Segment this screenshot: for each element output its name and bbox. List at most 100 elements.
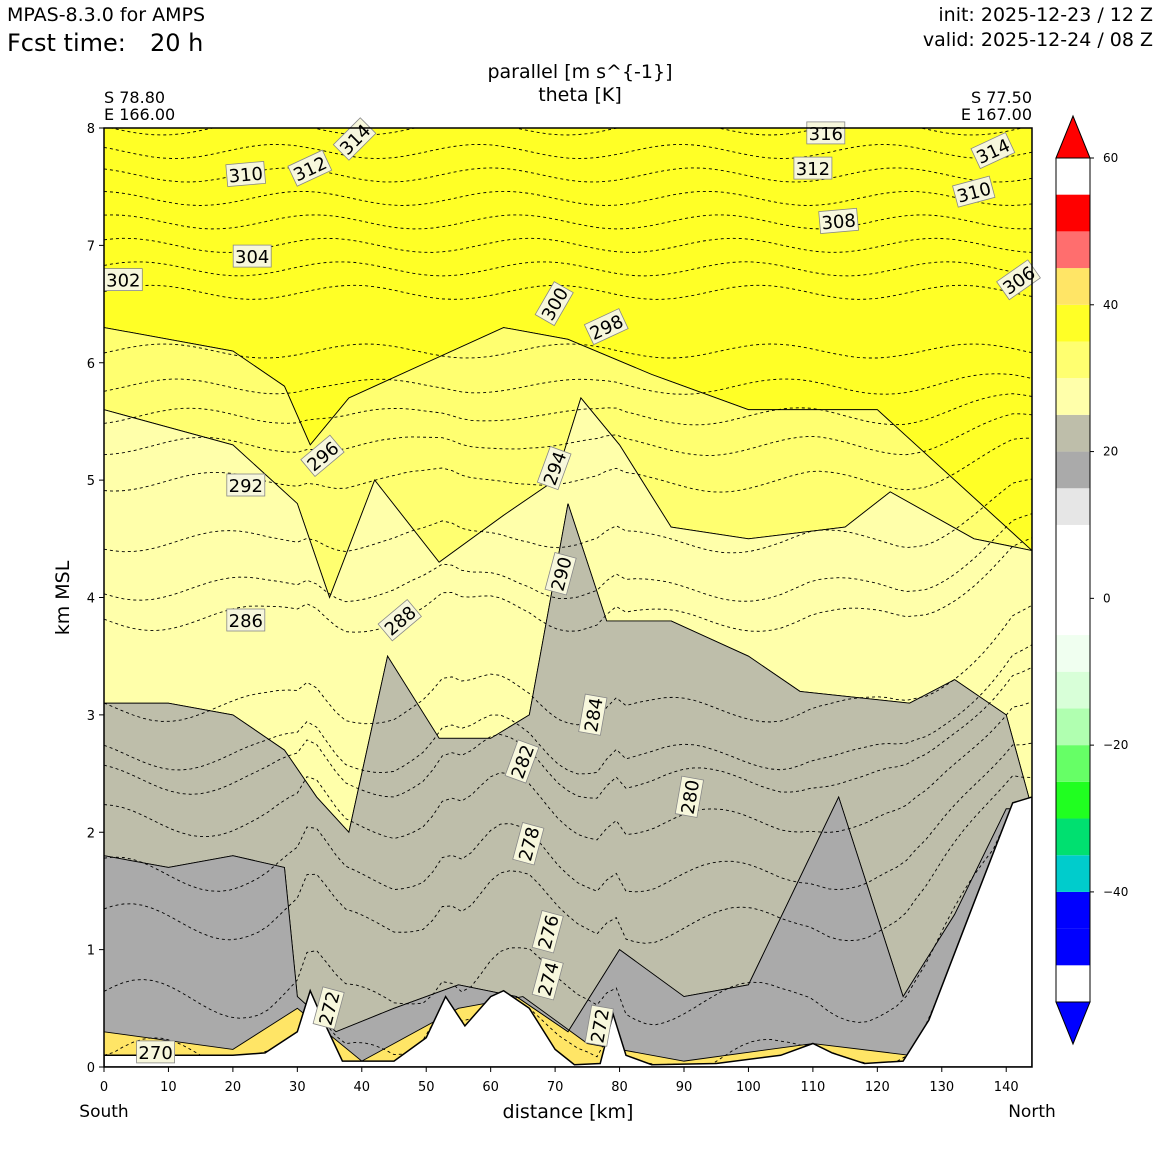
- x-tick-label: 130: [929, 1080, 954, 1095]
- theta-label-text: 304: [235, 247, 269, 268]
- theta-label: 304: [232, 244, 272, 268]
- colorbar-tick-label: 0: [1103, 591, 1111, 605]
- colorbar-swatch: [1056, 304, 1090, 342]
- start-latitude: S 78.80: [104, 88, 165, 107]
- x-tick-label: 140: [994, 1080, 1019, 1095]
- forecast-time-value: 20 h: [150, 29, 204, 57]
- south-label: South: [79, 1102, 128, 1122]
- theta-label: 312: [793, 156, 833, 180]
- model-title: MPAS-8.3.0 for AMPS: [7, 4, 206, 26]
- theta-contour-276: [104, 742, 1032, 893]
- start-longitude: E 166.00: [104, 105, 175, 124]
- theta-label-text: 286: [229, 611, 263, 632]
- y-tick-label: 5: [87, 474, 95, 489]
- colorbar-swatch: [1056, 671, 1090, 709]
- end-longitude: E 167.00: [961, 105, 1032, 124]
- end-latitude: S 77.50: [971, 88, 1032, 107]
- theta-label-text: 292: [229, 476, 263, 497]
- y-tick-label: 0: [87, 1061, 95, 1076]
- north-label: North: [1008, 1102, 1056, 1122]
- x-tick-label: 10: [160, 1080, 177, 1095]
- terrain-fill: [104, 796, 1032, 1067]
- colorbar-swatch: [1056, 488, 1090, 525]
- colorbar-swatch: [1056, 231, 1090, 269]
- theta-contour-300: [104, 343, 1032, 359]
- theta-contour-274: [104, 775, 1032, 944]
- theta-label: 308: [818, 207, 859, 234]
- colorbar: −40 −20 0 20 40 60: [1055, 114, 1128, 1046]
- colorbar-swatch: [1056, 341, 1090, 379]
- theta-label: 314: [970, 132, 1016, 170]
- colorbar-swatch: [1056, 745, 1090, 782]
- theta-contour-288: [104, 513, 1032, 603]
- x-tick-label: 30: [289, 1080, 306, 1095]
- colorbar-swatch: [1056, 708, 1090, 746]
- y-tick-label: 4: [87, 592, 95, 607]
- theta-contour-298: [104, 373, 1032, 395]
- theta-contour-304: [104, 261, 1032, 277]
- x-tick-label: 40: [354, 1080, 371, 1095]
- theta-contour-282: [104, 644, 1032, 775]
- colorbar-tick-label: 60: [1103, 151, 1118, 165]
- theta-contour-284: [104, 604, 1032, 726]
- colorbar-swatch: [1056, 818, 1090, 856]
- y-tick-label: 6: [87, 357, 95, 372]
- colorbar-swatch: [1056, 194, 1090, 232]
- colorbar-swatch: [1056, 561, 1090, 599]
- colorbar-tick-label: 40: [1103, 298, 1118, 312]
- colorbar-swatch: [1056, 451, 1090, 489]
- x-tick-label: 60: [482, 1080, 499, 1095]
- theta-contour-286: [104, 537, 1032, 633]
- theta-label-text: 302: [106, 271, 140, 292]
- colorbar-swatch: [1056, 928, 1090, 966]
- y-axis-label: km MSL: [52, 560, 74, 635]
- colorbar-swatch: [1056, 781, 1090, 819]
- colorbar-swatch: [1056, 635, 1090, 672]
- theta-contour-310: [104, 190, 1032, 206]
- theta-label: 292: [226, 473, 266, 497]
- x-axis-label: distance [km]: [503, 1101, 634, 1123]
- colorbar-frame: [1055, 157, 1091, 1003]
- theta-contour-296: [104, 393, 1032, 426]
- colorbar-tick-label: −40: [1103, 885, 1128, 899]
- x-tick-label: 0: [100, 1080, 108, 1095]
- theta-label-text: 310: [228, 164, 264, 188]
- colorbar-swatch: [1056, 378, 1090, 415]
- theta-contour-302: [104, 284, 1032, 300]
- theta-label-text: 316: [809, 124, 843, 145]
- colorbar-swatch: [1056, 268, 1090, 305]
- colorbar-swatch: [1056, 598, 1090, 636]
- x-tick-label: 110: [800, 1080, 825, 1095]
- theta-contour-294: [104, 413, 1032, 456]
- forecast-time-label: Fcst time:: [7, 29, 126, 57]
- valid-time: valid: 2025-12-24 / 08 Z: [922, 29, 1153, 51]
- x-tick-label: 120: [865, 1080, 890, 1095]
- theta-contour-316: [109, 128, 1025, 136]
- colorbar-swatch: [1056, 414, 1090, 452]
- chart-title: parallel [m s^{-1}]: [487, 61, 672, 83]
- colorbar-tick-label: 20: [1103, 445, 1118, 459]
- colorbar-swatch: [1056, 524, 1090, 562]
- y-tick-label: 3: [87, 709, 95, 724]
- colorbar-extend-bottom: [1055, 1001, 1091, 1046]
- theta-label: 310: [225, 160, 267, 188]
- theta-contour-280: [104, 666, 1032, 799]
- x-tick-label: 50: [418, 1080, 435, 1095]
- colorbar-extend-top: [1055, 114, 1091, 159]
- colorbar-swatch: [1056, 891, 1090, 929]
- theta-contour-278: [104, 701, 1032, 841]
- colorbar-swatch: [1056, 855, 1090, 892]
- y-tick-label: 7: [87, 239, 95, 254]
- x-tick-label: 90: [676, 1080, 693, 1095]
- colorbar-tick-label: −20: [1103, 738, 1128, 752]
- init-time: init: 2025-12-23 / 12 Z: [938, 4, 1153, 26]
- theta-contour-290: [104, 478, 1032, 554]
- theta-label: 278: [512, 822, 544, 866]
- theta-label: 286: [226, 608, 266, 632]
- theta-contour-308: [104, 214, 1032, 230]
- theta-label: 310: [952, 175, 996, 208]
- y-tick-label: 2: [87, 826, 95, 841]
- theta-label: 290: [544, 552, 577, 596]
- theta-label-text: 270: [138, 1043, 172, 1064]
- theta-label-text: 312: [796, 159, 830, 180]
